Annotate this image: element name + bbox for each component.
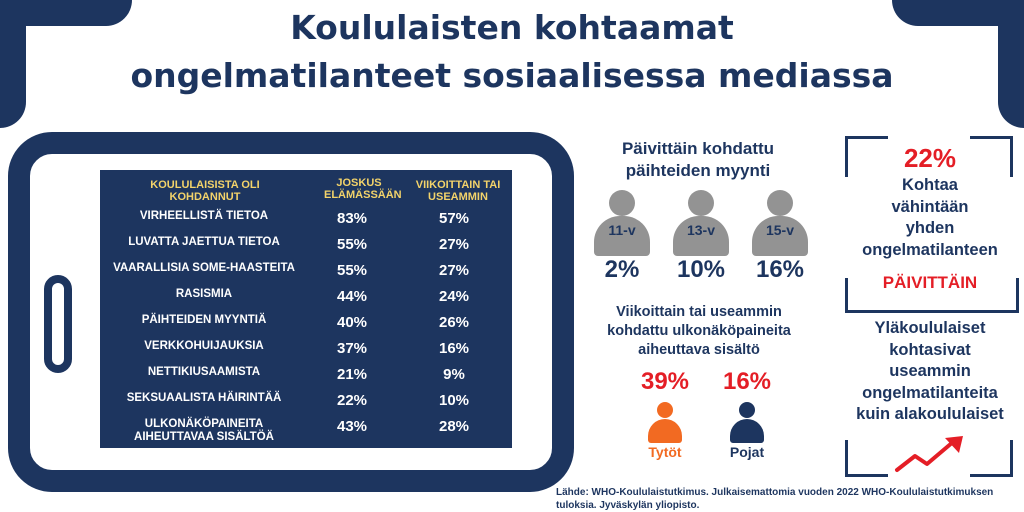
drugs-heading: Päivittäin kohdattu päihteiden myynti xyxy=(621,139,775,180)
corner-decoration-right xyxy=(998,0,1024,128)
person-icon-11: 11-v xyxy=(594,190,650,260)
row-value-weekly: 27% xyxy=(438,236,470,253)
row-value-ever: 55% xyxy=(336,262,368,279)
boys-value: 16% xyxy=(722,368,772,395)
person-icon-13: 13-v xyxy=(673,190,729,260)
row-value-weekly: 9% xyxy=(443,366,465,383)
bracket-middle xyxy=(845,278,1019,313)
table-row: VERKKOHUIJAUKSIA 37% 16% xyxy=(100,340,512,366)
upper-school-text: Yläkoululaiset kohtasivat useammin ongel… xyxy=(856,319,1004,423)
drugs-value-15: 16% xyxy=(755,256,805,283)
girls-value: 39% xyxy=(640,368,690,395)
row-value-weekly: 10% xyxy=(438,392,470,409)
row-value-ever: 40% xyxy=(336,314,368,331)
bracket-bottom-right xyxy=(970,440,1013,477)
row-label: RASISMIA xyxy=(175,288,233,300)
daily-text: Kohtaa vähintään yhden ongelmatilanteen xyxy=(862,176,998,259)
table-row: PÄIHTEIDEN MYYNTIÄ 40% 26% xyxy=(100,314,512,340)
row-value-ever: 22% xyxy=(336,392,368,409)
source-note: Lähde: WHO-Koululaistutkimus. Julkaisema… xyxy=(556,487,994,511)
age-label: 13-v xyxy=(686,222,716,238)
column-header-topic: KOULULAISISTA OLI KOHDANNUT xyxy=(150,179,260,203)
table-row: RASISMIA 44% 24% xyxy=(100,288,512,314)
table-row: NETTIKIUSAAMISTA 21% 9% xyxy=(100,366,512,392)
title-line-2: ongelmatilanteet sosiaalisessa mediassa xyxy=(130,56,894,95)
row-label: LUVATTA JAETTUA TIETOA xyxy=(128,236,280,248)
corner-decoration-right-bar xyxy=(892,0,998,26)
row-label: SEKSUAALISTA HÄIRINTÄÄ xyxy=(126,392,282,404)
statistics-table: KOULULAISISTA OLI KOHDANNUT JOSKUS ELÄMÄ… xyxy=(100,170,512,448)
row-label: VIRHEELLISTÄ TIETOA xyxy=(139,210,269,222)
bracket-top-right xyxy=(970,136,1013,177)
bracket-bottom-left xyxy=(845,440,888,477)
phone-home-button-graphic xyxy=(44,275,72,373)
appearance-heading: Viikoittain tai useammin kohdattu ulkonä… xyxy=(607,304,791,358)
table-row: ULKONÄKÖPAINEITA AIHEUTTAVAA SISÄLTÖÄ 43… xyxy=(100,418,512,444)
row-value-ever: 43% xyxy=(336,418,368,435)
table-row: VIRHEELLISTÄ TIETOA 83% 57% xyxy=(100,210,512,236)
column-header-weekly: VIIKOITTAIN TAI USEAMMIN xyxy=(415,179,501,203)
row-label: ULKONÄKÖPAINEITA AIHEUTTAVAA SISÄLTÖÄ xyxy=(134,418,274,443)
bracket-top-left xyxy=(845,136,888,177)
girls-label: Tytöt xyxy=(648,444,682,460)
row-label: PÄIHTEIDEN MYYNTIÄ xyxy=(141,314,267,326)
girl-person-icon xyxy=(648,402,682,444)
row-value-ever: 44% xyxy=(336,288,368,305)
row-value-ever: 55% xyxy=(336,236,368,253)
boy-person-icon xyxy=(730,402,764,444)
row-value-weekly: 26% xyxy=(438,314,470,331)
row-value-weekly: 28% xyxy=(438,418,470,435)
drugs-value-13: 10% xyxy=(676,256,726,283)
table-row: VAARALLISIA SOME-HAASTEITA 55% 27% xyxy=(100,262,512,288)
row-value-weekly: 24% xyxy=(438,288,470,305)
daily-highlight: PÄIVITTÄIN xyxy=(882,273,978,292)
row-value-weekly: 57% xyxy=(438,210,470,227)
corner-decoration-left-bar xyxy=(26,0,132,26)
table-row: SEKSUAALISTA HÄIRINTÄÄ 22% 10% xyxy=(100,392,512,418)
age-label: 15-v xyxy=(765,222,795,238)
row-value-ever: 83% xyxy=(336,210,368,227)
boys-label: Pojat xyxy=(729,444,765,460)
age-label: 11-v xyxy=(608,222,636,238)
title-line-1: Koululaisten kohtaamat xyxy=(290,8,734,47)
row-label: NETTIKIUSAAMISTA xyxy=(147,366,261,378)
table-row: LUVATTA JAETTUA TIETOA 55% 27% xyxy=(100,236,512,262)
row-value-weekly: 27% xyxy=(438,262,470,279)
person-icon-15: 15-v xyxy=(752,190,808,260)
row-value-ever: 37% xyxy=(336,340,368,357)
column-header-ever: JOSKUS ELÄMÄSSÄÄN xyxy=(324,177,402,201)
row-label: VAARALLISIA SOME-HAASTEITA xyxy=(113,262,295,274)
row-value-weekly: 16% xyxy=(438,340,470,357)
row-value-ever: 21% xyxy=(336,366,368,383)
drugs-value-11: 2% xyxy=(604,256,640,283)
page-title: Koululaisten kohtaamat ongelmatilanteet … xyxy=(60,4,964,100)
trend-up-arrow-icon xyxy=(895,436,963,472)
daily-value: 22% xyxy=(903,143,957,173)
row-label: VERKKOHUIJAUKSIA xyxy=(144,340,264,352)
corner-decoration-left xyxy=(0,0,26,128)
